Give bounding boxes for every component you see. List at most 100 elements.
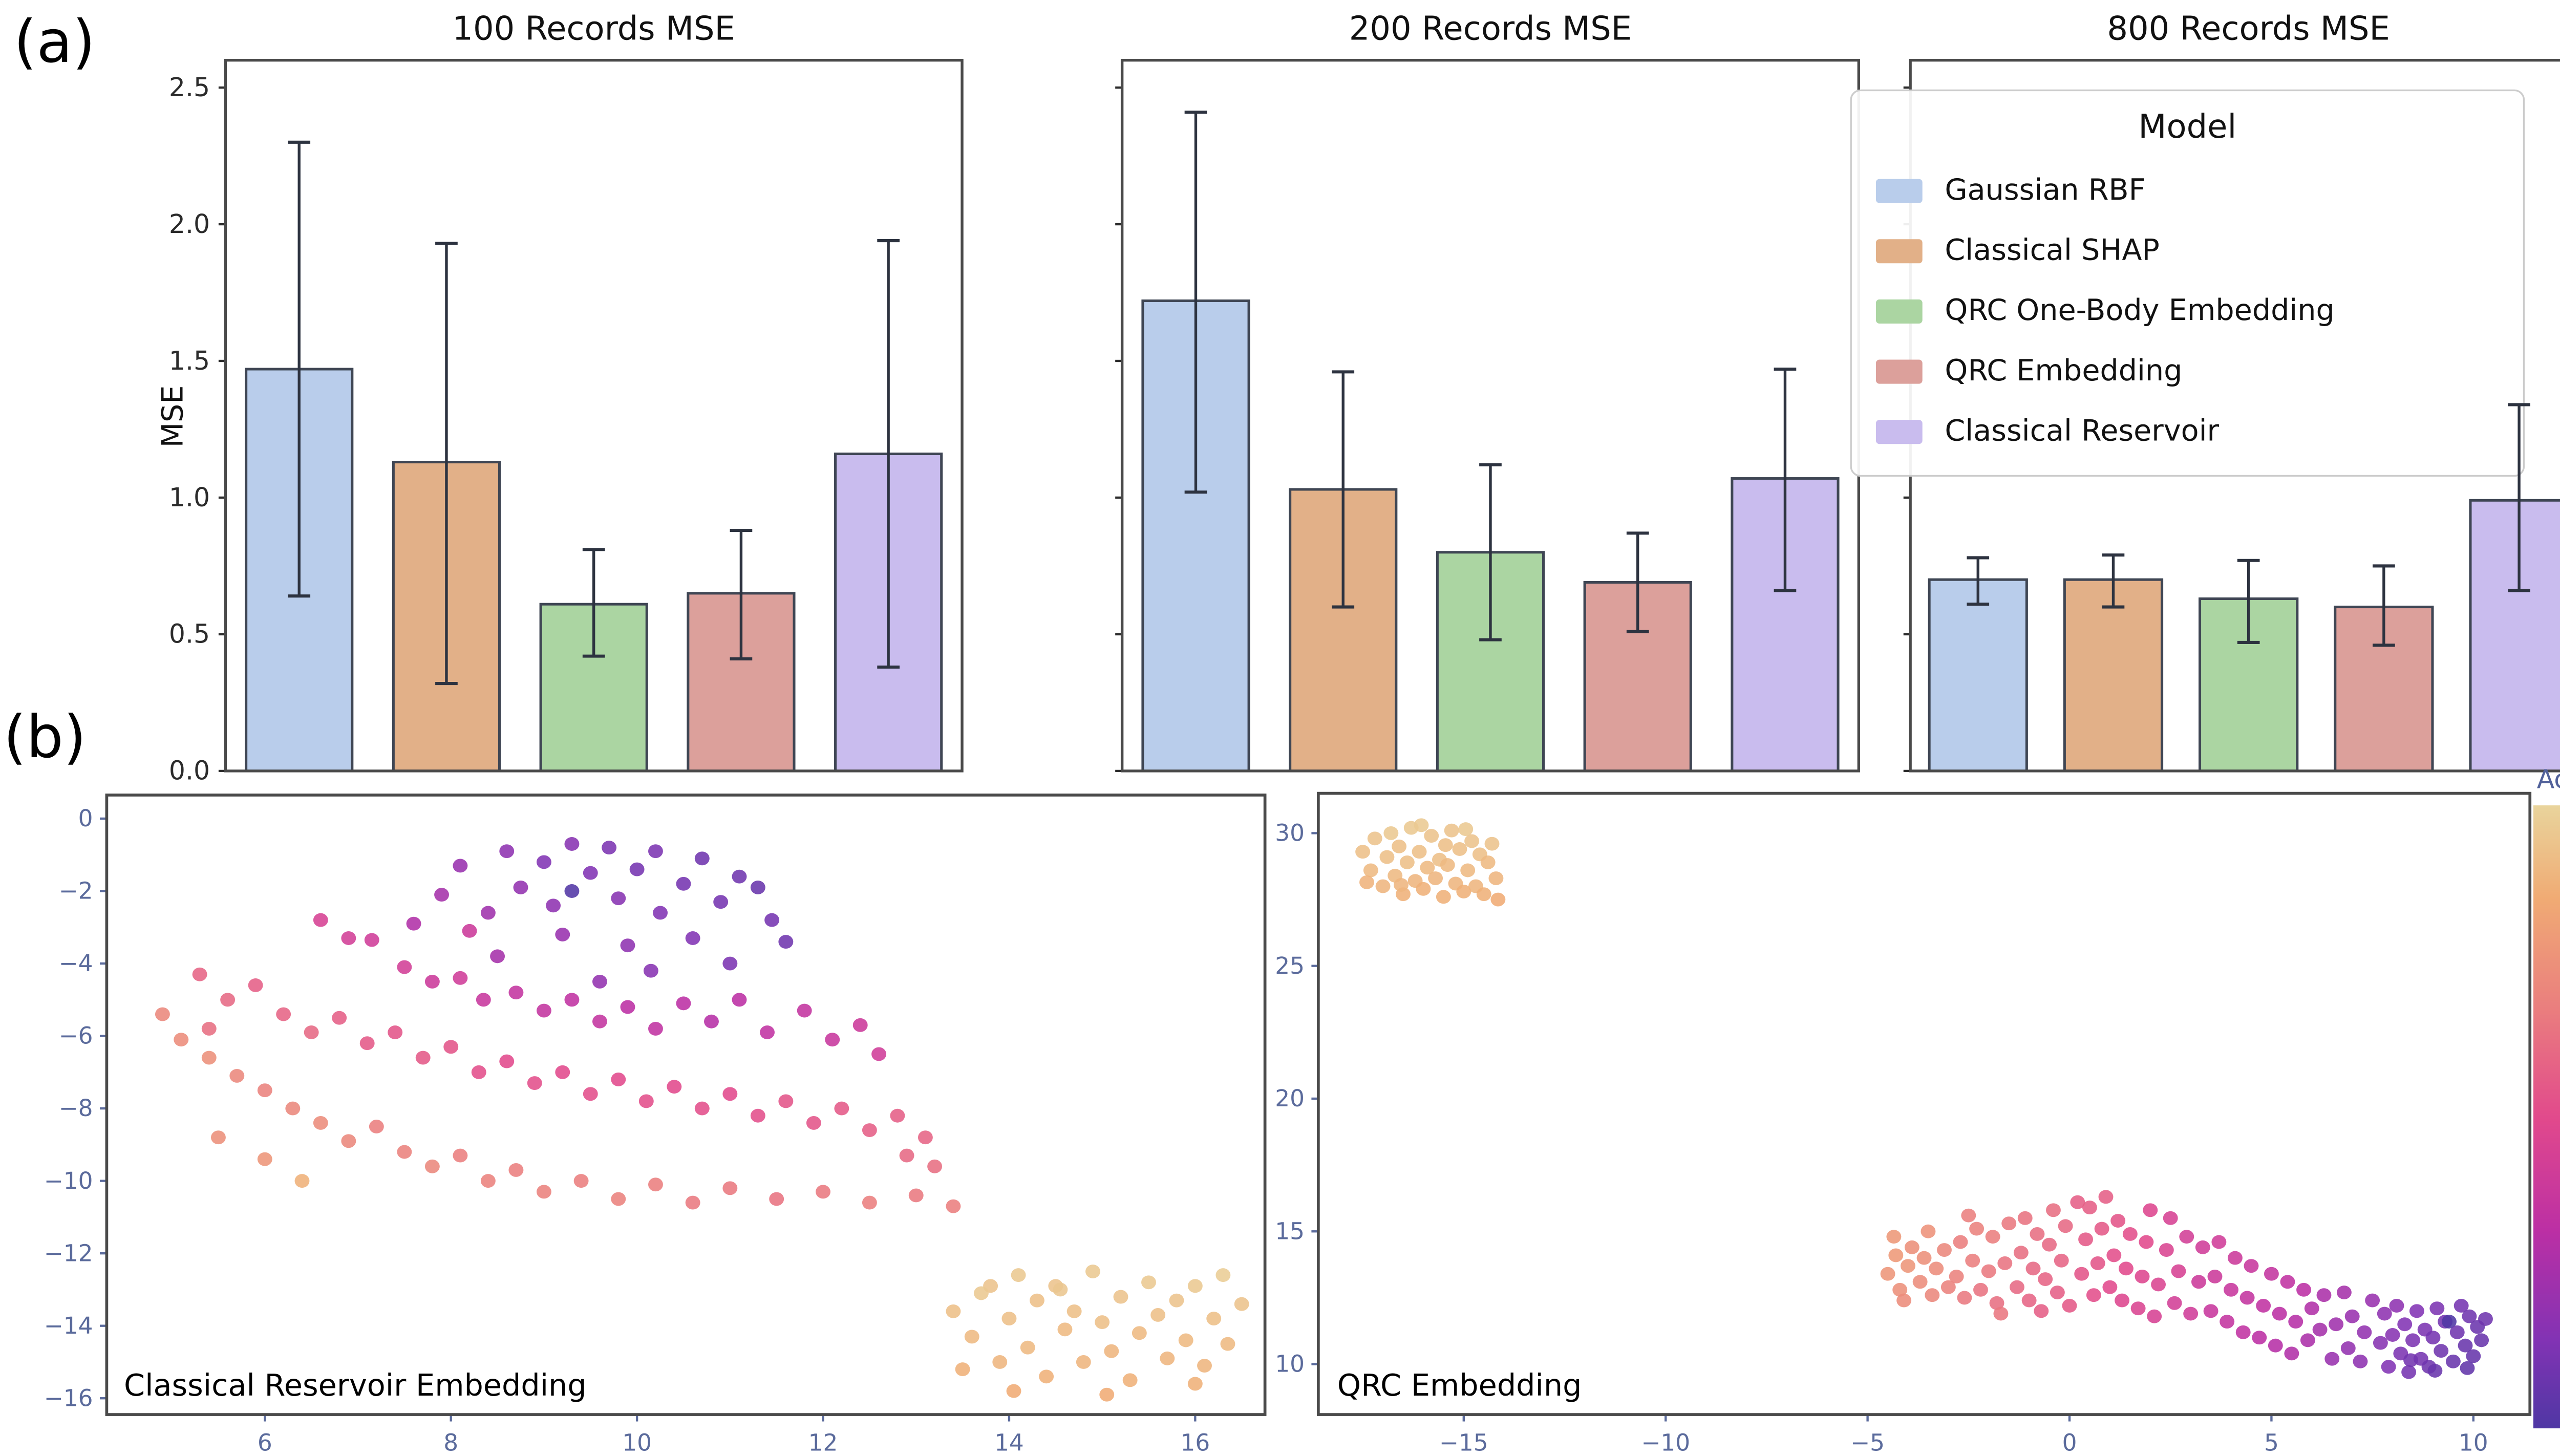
legend-item-label: Gaussian RBF	[1945, 173, 2146, 208]
data-point	[797, 1003, 812, 1018]
data-point	[2050, 1286, 2065, 1299]
data-point	[816, 1185, 830, 1199]
chart-title-200-records: 200 Records MSE	[1349, 10, 1632, 49]
data-point	[564, 884, 580, 898]
data-point	[2042, 1237, 2057, 1252]
data-point	[2462, 1309, 2477, 1323]
data-point	[713, 895, 729, 909]
data-point	[434, 888, 449, 902]
data-point	[1929, 1261, 1944, 1276]
data-point	[424, 1159, 440, 1173]
data-point	[1940, 1280, 1956, 1294]
data-point	[1424, 829, 1439, 843]
y-tick-label: −12	[44, 1239, 93, 1267]
data-point	[1029, 1293, 1044, 1308]
data-point	[471, 1065, 486, 1079]
data-point	[2312, 1322, 2328, 1337]
x-tick-label: 16	[1180, 1429, 1210, 1456]
data-point	[2429, 1301, 2445, 1316]
data-point	[648, 1177, 663, 1192]
data-point	[397, 960, 412, 974]
data-point	[620, 1000, 635, 1014]
data-point	[2340, 1341, 2356, 1355]
data-point	[1484, 837, 1500, 851]
data-point	[2110, 1214, 2126, 1228]
data-point	[2405, 1333, 2420, 1347]
data-point	[2195, 1240, 2210, 1254]
data-point	[2013, 1246, 2029, 1260]
data-point	[1141, 1275, 1156, 1290]
data-point	[2098, 1190, 2114, 1204]
data-point	[694, 1101, 710, 1116]
legend-item-label: QRC Embedding	[1945, 353, 2183, 388]
legend-item-qrc-one-body-embedding: QRC One-Body Embedding	[1875, 281, 2499, 341]
y-tick-label: −14	[44, 1312, 93, 1339]
data-point	[201, 1021, 217, 1036]
data-point	[643, 963, 658, 978]
y-tick-label: 0.0	[169, 756, 210, 786]
x-tick-label: 0	[2062, 1429, 2077, 1456]
data-point	[508, 986, 524, 1000]
y-tick-label: −6	[59, 1022, 93, 1050]
data-point	[1099, 1387, 1115, 1402]
data-point	[685, 931, 700, 945]
data-point	[1460, 863, 1476, 877]
data-point	[2115, 1293, 2130, 1308]
data-point	[592, 1014, 607, 1029]
data-point	[611, 891, 626, 906]
data-point	[1981, 1264, 1996, 1278]
data-point	[1197, 1359, 1212, 1373]
plot-frame	[105, 794, 1267, 1416]
data-point	[2159, 1243, 2174, 1257]
data-point	[1476, 887, 1491, 902]
data-point	[611, 1073, 626, 1086]
data-point	[424, 974, 440, 989]
data-point	[2139, 1235, 2154, 1249]
data-point	[1039, 1369, 1054, 1384]
data-point	[2381, 1360, 2396, 1374]
legend-swatch	[1875, 238, 1923, 263]
y-tick-label: −16	[44, 1384, 93, 1411]
data-point	[2046, 1203, 2061, 1217]
data-point	[2207, 1269, 2223, 1283]
data-point	[2010, 1280, 2024, 1294]
data-point	[760, 1025, 775, 1039]
data-point	[1399, 855, 1415, 869]
data-point	[276, 1007, 291, 1021]
data-point	[1011, 1268, 1026, 1282]
x-tick-label: 5	[2264, 1429, 2279, 1456]
plot-frame	[1316, 791, 2532, 1416]
legend-item-label: Classical SHAP	[1945, 233, 2160, 268]
data-point	[899, 1148, 914, 1163]
data-point	[2357, 1325, 2372, 1339]
data-point	[1375, 879, 1391, 893]
data-point	[2220, 1315, 2235, 1329]
data-point	[750, 880, 765, 894]
data-point	[2403, 1353, 2419, 1367]
data-point	[592, 974, 607, 989]
data-point	[341, 931, 356, 945]
data-point	[1985, 1230, 2000, 1244]
data-point	[1392, 839, 1407, 853]
data-point	[2191, 1275, 2206, 1289]
data-point	[174, 1033, 189, 1047]
x-tick-label: 14	[994, 1429, 1024, 1456]
data-point	[499, 844, 515, 859]
data-point	[397, 1145, 412, 1159]
data-point	[1916, 1251, 1932, 1265]
data-point	[871, 1047, 887, 1061]
data-point	[1066, 1304, 1082, 1318]
data-point	[2244, 1259, 2259, 1273]
data-point	[676, 996, 691, 1011]
data-point	[1420, 861, 1435, 875]
legend-item-classical-shap: Classical SHAP	[1875, 220, 2499, 281]
data-point	[2449, 1325, 2465, 1339]
data-point	[1490, 892, 1506, 907]
x-tick-label: 10	[2459, 1429, 2488, 1456]
y-tick-label: −2	[59, 877, 93, 905]
data-point	[1359, 875, 1374, 889]
data-point	[2038, 1272, 2053, 1287]
legend-item-classical-reservoir: Classical Reservoir	[1875, 401, 2499, 461]
legend-item-gaussian-rbf: Gaussian RBF	[1875, 160, 2499, 221]
